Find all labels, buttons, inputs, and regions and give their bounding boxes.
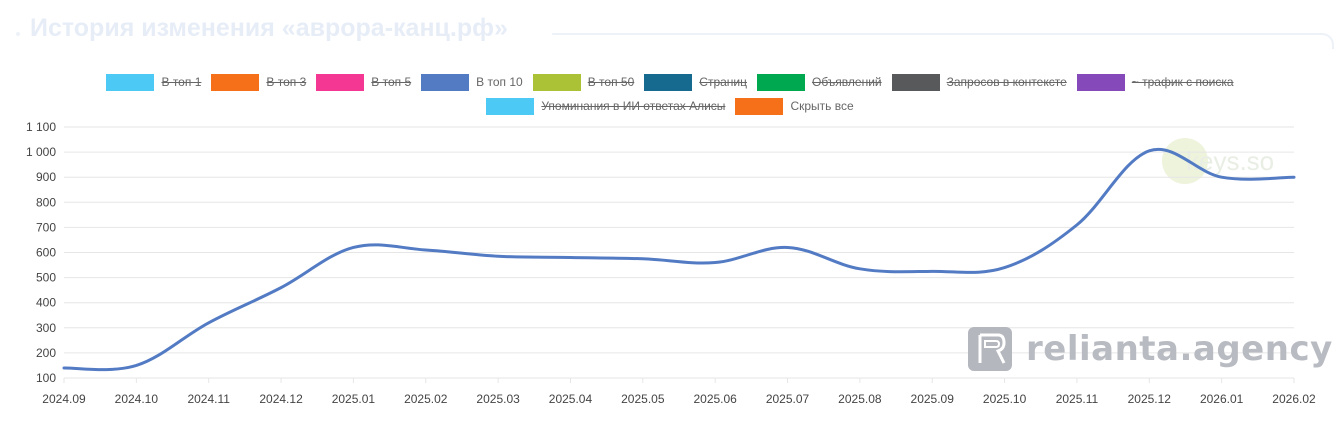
legend-item[interactable]: Упоминания в ИИ ответах Алисы [486,97,726,115]
legend-item[interactable]: Объявлений [757,73,882,91]
legend-swatch [486,97,535,115]
x-tick-label: 2025.04 [549,392,593,406]
x-tick-label: 2025.07 [766,392,810,406]
legend-swatch [316,73,365,91]
x-tick-label: 2026.01 [1200,392,1244,406]
legend-swatch [757,73,805,91]
agency-watermark: relianta.agency [968,327,1333,371]
keys-logo-icon [1162,138,1208,184]
keys-watermark: keys.so [1162,138,1274,184]
y-tick-label: 800 [36,195,56,209]
x-tick-label: 2025.01 [332,392,376,406]
series-line [62,147,1296,372]
x-tick-label: 2025.05 [621,392,665,406]
y-tick-label: 100 [36,371,56,385]
agency-logo-icon [968,327,1012,371]
x-tick-label: 2025.12 [1128,392,1172,406]
legend-item[interactable]: ~ трафик с поиска [1076,73,1234,91]
agency-watermark-text: relianta.agency [1026,329,1333,369]
legend-swatch [735,97,784,115]
x-tick-label: 2024.09 [42,392,86,406]
x-tick-label: 2025.02 [404,392,448,406]
legend-item[interactable]: В топ 3 [211,73,307,91]
y-tick-label: 500 [36,271,56,285]
header-corner [1318,33,1334,49]
x-tick-label: 2025.09 [911,392,955,406]
chart-header: История изменения «аврора-канц.рф» [0,0,1340,64]
x-tick-label: 2025.06 [693,392,737,406]
x-tick-label: 2025.11 [1056,392,1099,406]
y-tick-label: 1 100 [26,120,56,134]
y-tick-label: 200 [36,346,56,360]
legend-label: В топ 5 [371,75,412,89]
legend-label: Скрыть все [790,99,854,113]
legend-item[interactable]: В топ 50 [532,73,635,91]
legend-item[interactable]: Запросов в контексте [891,73,1067,91]
legend-swatch [211,73,260,91]
y-tick-label: 400 [36,296,56,310]
legend-label: Страниц [699,75,747,89]
page-title: История изменения «аврора-канц.рф» [30,14,508,42]
y-tick-label: 300 [36,321,56,335]
y-tick-label: 700 [36,220,56,234]
legend-label: Упоминания в ИИ ответах Алисы [541,99,726,113]
legend-swatch [421,73,470,91]
y-tick-label: 1 000 [26,145,56,159]
legend-label: Запросов в контексте [946,75,1067,89]
header-decoration [16,32,20,36]
legend-swatch [532,73,581,91]
legend-item[interactable]: В топ 10 [421,73,523,91]
x-tick-label: 2024.11 [187,392,230,406]
legend-item[interactable]: В топ 1 [106,73,202,91]
legend-item[interactable]: Скрыть все [735,97,854,115]
legend-label: ~ трафик с поиска [1131,75,1234,89]
y-tick-label: 600 [36,246,56,260]
x-tick-label: 2025.10 [983,392,1027,406]
legend-swatch [1076,73,1125,91]
x-tick-label: 2024.10 [115,392,159,406]
legend-item[interactable]: Страниц [644,73,747,91]
x-tick-label: 2025.08 [838,392,882,406]
legend-label: В топ 10 [476,75,523,89]
legend-label: В топ 50 [587,75,635,89]
legend-row: В топ 1 В топ 3 В топ 5 В топ 10 В топ 50 Стр… [0,70,1340,94]
legend-label: В топ 3 [266,75,307,89]
legend-label: Объявлений [812,75,882,89]
y-tick-label: 900 [36,170,56,184]
legend-swatch [106,73,155,91]
keys-watermark-text: keys.so [1186,146,1275,176]
legend-row: Упоминания в ИИ ответах Алисы Скрыть все [0,94,1340,118]
x-tick-label: 2024.12 [259,392,303,406]
legend-swatch [891,73,940,91]
x-tick-label: 2025.03 [476,392,520,406]
legend-label: В топ 1 [161,75,202,89]
chart-legend: В топ 1 В топ 3 В топ 5 В топ 10 В топ 50 Стр… [0,70,1340,118]
legend-item[interactable]: В топ 5 [316,73,412,91]
legend-swatch [644,73,693,91]
title-divider [552,33,1322,35]
x-tick-label: 2026.02 [1272,392,1316,406]
